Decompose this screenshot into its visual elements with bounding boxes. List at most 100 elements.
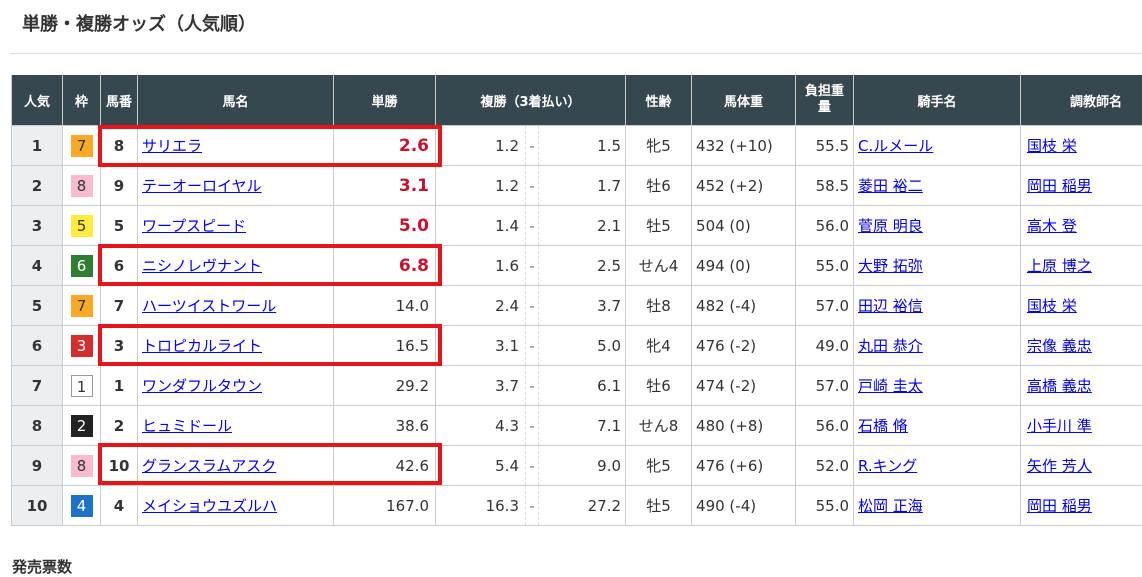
frame-cell: 7 xyxy=(63,126,101,166)
place-odds-separator: - xyxy=(526,246,539,286)
jockey-link[interactable]: 大野 拓弥 xyxy=(858,257,923,275)
popularity: 6 xyxy=(12,326,63,366)
horse-number: 4 xyxy=(101,486,138,526)
horse-name-link[interactable]: サリエラ xyxy=(142,137,202,155)
jockey-link[interactable]: C.ルメール xyxy=(858,137,933,155)
win-odds: 5.0 xyxy=(334,206,436,246)
sex-age: せん8 xyxy=(626,406,692,446)
win-odds: 42.6 xyxy=(334,446,436,486)
jockey-link[interactable]: 菱田 裕二 xyxy=(858,177,923,195)
horse-name-link[interactable]: テーオーロイヤル xyxy=(142,177,262,195)
place-odds-separator: - xyxy=(526,326,539,366)
place-odds-separator: - xyxy=(526,286,539,326)
frame-cell: 8 xyxy=(63,166,101,206)
jockey-link[interactable]: 田辺 裕信 xyxy=(858,297,923,315)
section-heading-sales: 発売票数 xyxy=(12,556,72,577)
jockey-link[interactable]: 戸崎 圭太 xyxy=(858,377,923,395)
header-row: 人気 枠 馬番 馬名 単勝 複勝（3着払い） 性齢 馬体重 負担重量 騎手名 調… xyxy=(12,75,1142,126)
jockey-link[interactable]: 松岡 正海 xyxy=(858,497,923,515)
horse-name-cell: テーオーロイヤル xyxy=(138,166,334,206)
horse-name-link[interactable]: ヒュミドール xyxy=(142,417,232,435)
frame-badge: 4 xyxy=(71,495,93,517)
horse-name-link[interactable]: ニシノレヴナント xyxy=(142,257,262,275)
sex-age: 牡6 xyxy=(626,366,692,406)
table-row: 7 1 1 ワンダフルタウン 29.2 3.7 - 6.1 牡6 474 (-2… xyxy=(12,366,1142,406)
win-odds: 14.0 xyxy=(334,286,436,326)
body-weight: 452 (+2) xyxy=(692,166,796,206)
place-odds-low: 5.4 xyxy=(436,446,526,486)
sex-age: 牝4 xyxy=(626,326,692,366)
place-odds-low: 16.3 xyxy=(436,486,526,526)
popularity: 8 xyxy=(12,406,63,446)
body-weight: 476 (+6) xyxy=(692,446,796,486)
jockey-link[interactable]: 丸田 恭介 xyxy=(858,337,923,355)
table-row: 9 8 10 グランスラムアスク 42.6 5.4 - 9.0 牝5 476 (… xyxy=(12,446,1142,486)
table-row: 1 7 8 サリエラ 2.6 1.2 - 1.5 牝5 432 (+10) 55… xyxy=(12,126,1142,166)
frame-cell: 6 xyxy=(63,246,101,286)
place-odds-low: 3.7 xyxy=(436,366,526,406)
horse-name-link[interactable]: ワープスピード xyxy=(142,217,246,235)
popularity: 10 xyxy=(12,486,63,526)
horse-name-link[interactable]: ハーツイストワール xyxy=(142,297,276,315)
trainer-cell: 上原 博之 xyxy=(1021,246,1142,286)
jockey-cell: R.キング xyxy=(854,446,1021,486)
horse-name-link[interactable]: トロピカルライト xyxy=(142,337,262,355)
trainer-link[interactable]: 高木 登 xyxy=(1027,217,1077,235)
sex-age: 牡5 xyxy=(626,486,692,526)
horse-name-link[interactable]: メイショウユズルハ xyxy=(142,497,277,515)
header-horse-number: 馬番 xyxy=(101,75,138,126)
place-odds-high: 2.1 xyxy=(539,206,626,246)
body-weight: 474 (-2) xyxy=(692,366,796,406)
trainer-link[interactable]: 上原 博之 xyxy=(1027,257,1092,275)
trainer-link[interactable]: 宗像 義忠 xyxy=(1027,337,1092,355)
header-load-weight: 負担重量 xyxy=(796,75,854,126)
trainer-link[interactable]: 岡田 稲男 xyxy=(1027,497,1092,515)
trainer-link[interactable]: 小手川 準 xyxy=(1027,417,1092,435)
sex-age: 牝5 xyxy=(626,126,692,166)
place-odds-low: 3.1 xyxy=(436,326,526,366)
win-odds: 2.6 xyxy=(334,126,436,166)
trainer-link[interactable]: 国枝 栄 xyxy=(1027,297,1077,315)
popularity: 5 xyxy=(12,286,63,326)
place-odds-high: 6.1 xyxy=(539,366,626,406)
trainer-link[interactable]: 岡田 稲男 xyxy=(1027,177,1092,195)
table-row: 6 3 3 トロピカルライト 16.5 3.1 - 5.0 牝4 476 (-2… xyxy=(12,326,1142,366)
header-popularity: 人気 xyxy=(12,75,63,126)
trainer-cell: 岡田 稲男 xyxy=(1021,166,1142,206)
body-weight: 476 (-2) xyxy=(692,326,796,366)
trainer-cell: 岡田 稲男 xyxy=(1021,486,1142,526)
table-row: 3 5 5 ワープスピード 5.0 1.4 - 2.1 牡5 504 (0) 5… xyxy=(12,206,1142,246)
frame-cell: 8 xyxy=(63,446,101,486)
win-odds: 29.2 xyxy=(334,366,436,406)
trainer-link[interactable]: 高橋 義忠 xyxy=(1027,377,1092,395)
horse-name-cell: サリエラ xyxy=(138,126,334,166)
horse-name-cell: ヒュミドール xyxy=(138,406,334,446)
trainer-cell: 小手川 準 xyxy=(1021,406,1142,446)
popularity: 9 xyxy=(12,446,63,486)
place-odds-separator: - xyxy=(526,486,539,526)
trainer-link[interactable]: 国枝 栄 xyxy=(1027,137,1077,155)
frame-badge: 7 xyxy=(71,135,93,157)
load-weight: 58.5 xyxy=(796,166,854,206)
horse-name-link[interactable]: ワンダフルタウン xyxy=(142,377,262,395)
jockey-link[interactable]: 菅原 明良 xyxy=(858,217,923,235)
divider xyxy=(10,53,1142,54)
jockey-cell: 大野 拓弥 xyxy=(854,246,1021,286)
table-row: 8 2 2 ヒュミドール 38.6 4.3 - 7.1 せん8 480 (+8)… xyxy=(12,406,1142,446)
trainer-cell: 高木 登 xyxy=(1021,206,1142,246)
trainer-link[interactable]: 矢作 芳人 xyxy=(1027,457,1092,475)
sex-age: 牝5 xyxy=(626,446,692,486)
load-weight: 52.0 xyxy=(796,446,854,486)
horse-name-link[interactable]: グランスラムアスク xyxy=(142,457,276,475)
win-odds: 6.8 xyxy=(334,246,436,286)
jockey-link[interactable]: 石橋 脩 xyxy=(858,417,908,435)
jockey-link[interactable]: R.キング xyxy=(858,457,917,475)
horse-name-cell: メイショウユズルハ xyxy=(138,486,334,526)
place-odds-low: 4.3 xyxy=(436,406,526,446)
win-odds: 167.0 xyxy=(334,486,436,526)
table-row: 5 7 7 ハーツイストワール 14.0 2.4 - 3.7 牡8 482 (-… xyxy=(12,286,1142,326)
table-row: 2 8 9 テーオーロイヤル 3.1 1.2 - 1.7 牡6 452 (+2)… xyxy=(12,166,1142,206)
place-odds-high: 7.1 xyxy=(539,406,626,446)
load-weight: 55.0 xyxy=(796,246,854,286)
trainer-cell: 国枝 栄 xyxy=(1021,286,1142,326)
